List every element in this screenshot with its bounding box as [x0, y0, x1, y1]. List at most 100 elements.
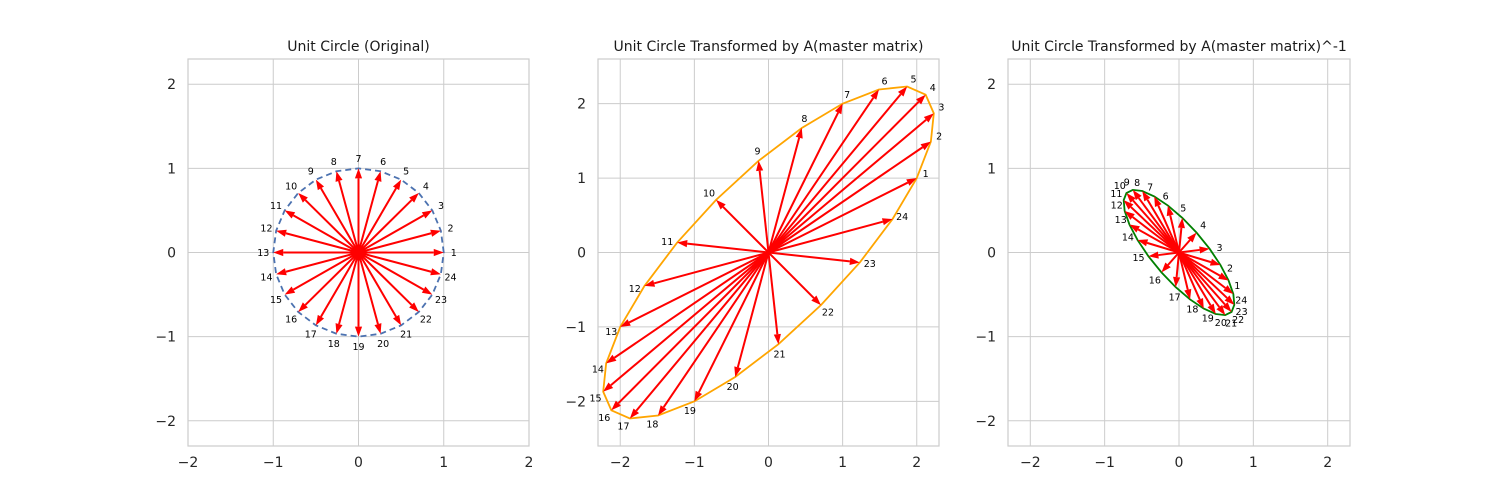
x-tick-label: 2 [912, 455, 921, 471]
vector-arrow-11 [687, 242, 769, 254]
vector-arrowhead-2 [920, 141, 931, 151]
vector-label-22: 22 [822, 308, 834, 319]
vector-arrow-23 [768, 251, 850, 263]
x-tick-label: 1 [1249, 455, 1258, 471]
vector-label-23: 23 [1236, 307, 1248, 318]
vector-arrowhead-15 [1148, 251, 1159, 259]
vector-arrow-10 [304, 199, 360, 254]
vector-label-11: 11 [1110, 189, 1122, 200]
vector-arrow-16 [617, 251, 770, 404]
vector-arrow-15 [1158, 251, 1180, 257]
x-tick-label: −2 [610, 455, 631, 471]
vector-label-23: 23 [864, 259, 876, 270]
vector-arrowhead-20 [734, 366, 742, 378]
vector-arrow-19 [697, 252, 770, 393]
vector-arrowhead-9 [1132, 189, 1142, 201]
vector-arrow-2 [358, 232, 432, 254]
vector-arrowhead-16 [298, 302, 308, 312]
vector-arrowhead-22 [811, 295, 821, 306]
vector-arrow-15 [610, 251, 770, 386]
vector-arrow-3 [358, 214, 425, 254]
vector-label-18: 18 [646, 419, 658, 430]
vector-arrow-22 [357, 251, 413, 306]
vector-arrowhead-23 [849, 257, 860, 265]
vector-arrow-4 [767, 101, 920, 254]
vector-arrow-2 [1178, 251, 1212, 264]
vector-arrowhead-12 [644, 279, 656, 287]
vector-arrow-15 [292, 251, 359, 291]
vector-arrowhead-19 [354, 326, 363, 337]
vector-label-20: 20 [377, 339, 389, 350]
vector-arrow-23 [1178, 251, 1228, 299]
panel-title: Unit Circle Transformed by A(master matr… [1011, 39, 1347, 55]
vector-arrowhead-8 [335, 171, 343, 182]
vector-label-2: 2 [936, 131, 942, 142]
vector-arrow-12 [1131, 216, 1180, 254]
vector-arrow-14 [613, 251, 770, 359]
vector-label-5: 5 [1180, 203, 1186, 214]
vector-arrow-18 [338, 252, 360, 325]
vector-arrow-6 [1169, 215, 1180, 253]
vector-arrowhead-16 [611, 400, 621, 411]
vector-label-22: 22 [1232, 315, 1244, 326]
vector-arrowhead-13 [273, 248, 284, 257]
vector-arrow-12 [653, 251, 769, 285]
y-tick-label: 2 [987, 77, 996, 93]
vector-arrowhead-5 [392, 179, 402, 191]
vector-label-21: 21 [400, 329, 412, 340]
vector-label-20: 20 [1215, 318, 1227, 329]
vector-arrowhead-6 [1166, 205, 1174, 217]
vector-label-14: 14 [260, 272, 272, 283]
vector-arrow-4 [1178, 239, 1191, 254]
vector-label-10: 10 [285, 181, 297, 192]
vector-label-2: 2 [1227, 263, 1233, 274]
vector-arrowhead-24 [1223, 285, 1234, 295]
vector-arrowhead-17 [629, 408, 640, 419]
vector-arrowhead-14 [1137, 239, 1149, 247]
vector-arrow-16 [304, 251, 360, 306]
x-tick-label: −2 [178, 455, 199, 471]
x-tick-label: 2 [1323, 455, 1332, 471]
x-tick-label: 1 [838, 455, 847, 471]
vector-label-17: 17 [305, 329, 317, 340]
vector-label-24: 24 [896, 212, 908, 223]
y-tick-label: −1 [975, 330, 996, 346]
vector-label-12: 12 [629, 284, 641, 295]
vector-arrowhead-5 [897, 86, 908, 97]
vector-arrow-9 [758, 170, 770, 253]
vector-arrowhead-16 [1161, 262, 1171, 273]
vector-arrowhead-6 [870, 89, 879, 100]
vector-label-21: 21 [1225, 319, 1237, 330]
vector-arrowhead-21 [773, 333, 781, 345]
vector-arrowhead-21 [1216, 304, 1226, 316]
vector-arrow-5 [767, 93, 902, 254]
vector-arrowhead-10 [1126, 193, 1136, 203]
vector-label-15: 15 [270, 295, 282, 306]
vector-arrow-10 [722, 206, 770, 254]
vector-arrow-7 [767, 112, 840, 253]
vector-label-4: 4 [1200, 221, 1206, 232]
vector-arrowhead-13 [620, 319, 631, 327]
vector-label-12: 12 [260, 224, 272, 235]
vector-arrowhead-17 [1173, 276, 1181, 288]
vector-arrow-19 [1178, 252, 1201, 300]
vector-label-15: 15 [589, 394, 601, 405]
vector-label-11: 11 [270, 201, 282, 212]
vector-arrow-6 [767, 97, 875, 254]
vector-arrowhead-5 [1177, 217, 1185, 229]
vector-arrowhead-18 [1184, 288, 1192, 300]
vector-arrowhead-1 [906, 178, 917, 186]
vector-label-23: 23 [435, 295, 447, 306]
axes-frame [1007, 58, 1351, 447]
axes-frame [187, 58, 530, 447]
vector-label-17: 17 [1169, 293, 1181, 304]
vector-arrow-20 [357, 252, 379, 325]
vector-label-14: 14 [1122, 233, 1134, 244]
vector-arrow-5 [1178, 227, 1183, 253]
vector-label-3: 3 [1216, 243, 1222, 254]
y-tick-label: 1 [167, 161, 176, 177]
vector-arrowhead-24 [881, 218, 893, 226]
vector-arrowhead-13 [1129, 224, 1140, 233]
vector-arrowhead-3 [421, 210, 433, 219]
vector-arrow-20 [1178, 251, 1212, 306]
